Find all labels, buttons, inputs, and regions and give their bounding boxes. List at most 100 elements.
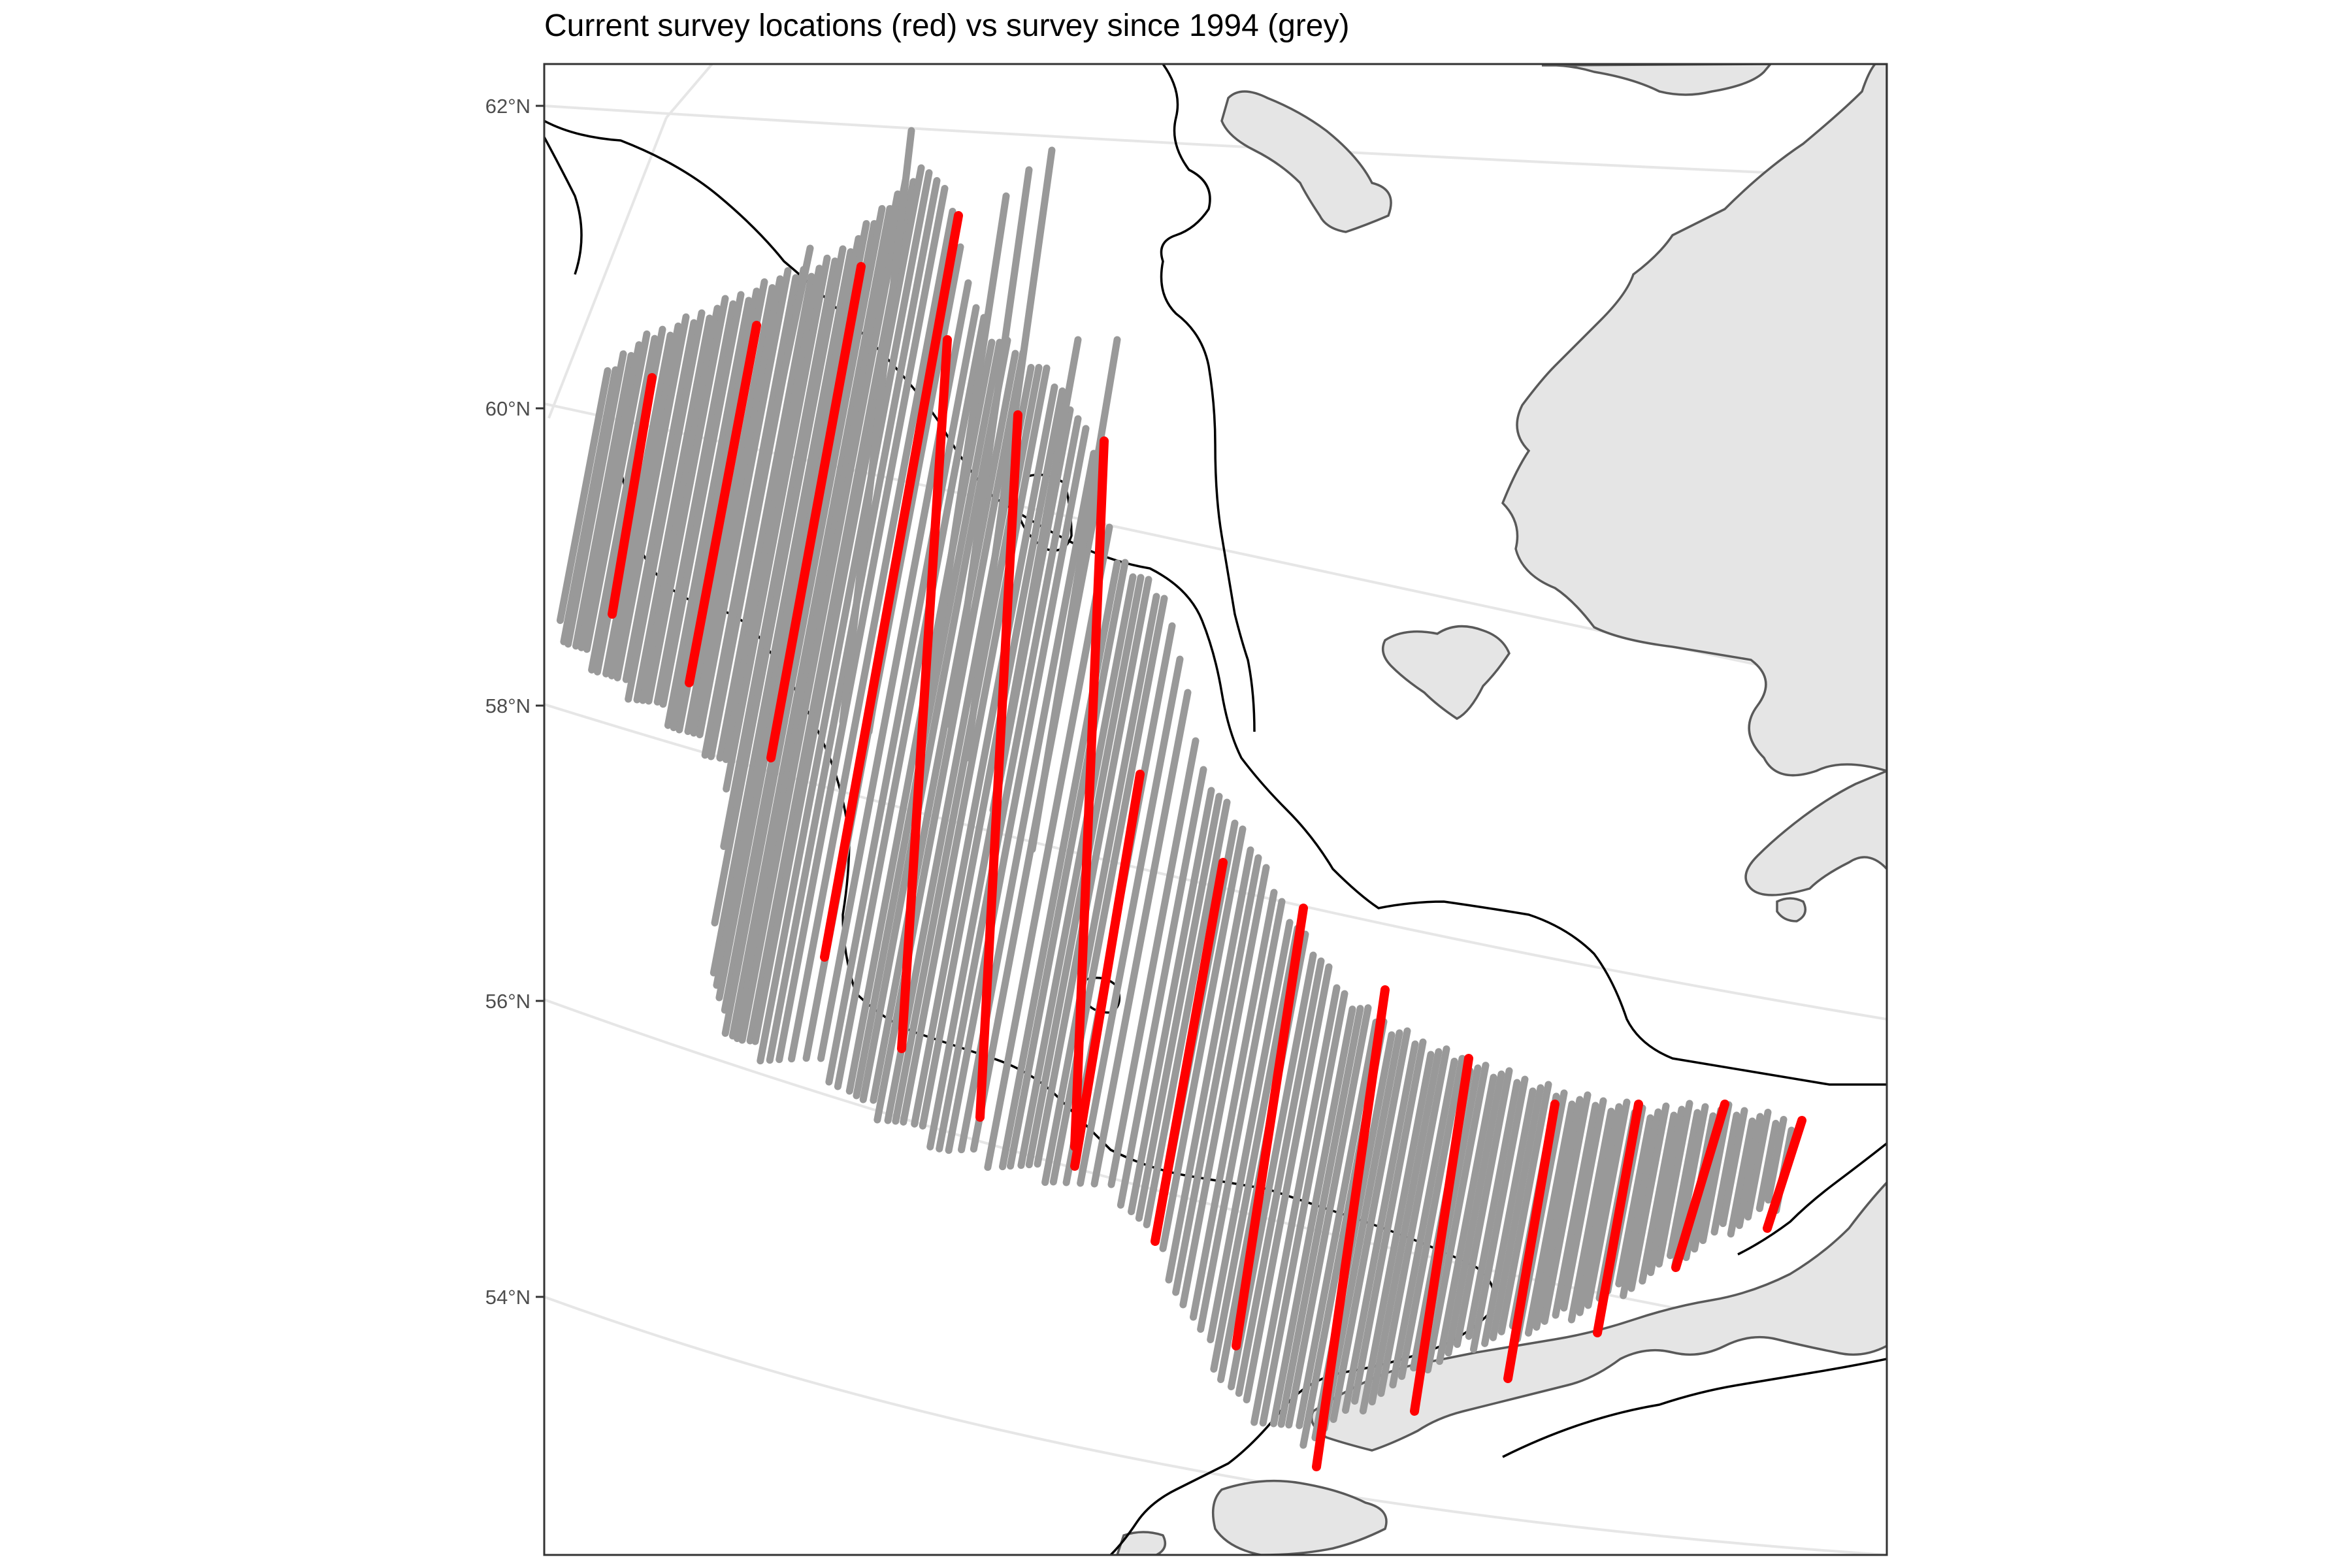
- current-track: [1070, 770, 1145, 1171]
- island-north: [1220, 90, 1392, 233]
- historical-track: [1128, 787, 1215, 1215]
- historical-track: [1320, 1029, 1403, 1432]
- historical-track: [1524, 1100, 1576, 1337]
- historical-track: [776, 185, 949, 1064]
- historical-track: [659, 291, 745, 708]
- current-track: [1151, 858, 1228, 1246]
- historical-track: [716, 272, 815, 762]
- historical-track: [1190, 889, 1278, 1321]
- graticule-meridian-1: [547, 117, 668, 419]
- current-track: [975, 410, 1022, 1122]
- current-track: [608, 373, 657, 619]
- historical-track: [1077, 655, 1184, 1187]
- historical-track: [984, 523, 1113, 1171]
- current-track: [897, 335, 952, 1053]
- label-60n: 60°N: [485, 397, 531, 420]
- historical-track: [1330, 1027, 1411, 1423]
- current-track: [1763, 1116, 1806, 1233]
- historical-track: [1627, 1102, 1670, 1292]
- historical-track: [1389, 1057, 1458, 1389]
- historical-track: [1435, 1073, 1497, 1365]
- historical-track: [720, 257, 839, 850]
- historical-track: [1639, 1111, 1678, 1285]
- historical-track: [1351, 1038, 1427, 1405]
- historical-track: [1017, 573, 1137, 1169]
- historical-track: [564, 350, 627, 648]
- historical-track: [560, 366, 619, 645]
- historical-track: [1481, 1087, 1537, 1347]
- historical-track: [1179, 864, 1270, 1309]
- historical-track: [1647, 1105, 1686, 1277]
- graticule-line-54n: [544, 1296, 1887, 1555]
- historical-track: [613, 313, 690, 681]
- historical-track: [1398, 1054, 1466, 1380]
- historical-track: [859, 336, 1011, 1103]
- historical-track: [989, 336, 1082, 814]
- historical-track: [1117, 766, 1207, 1209]
- historical-track: [588, 335, 659, 674]
- historical-track: [1727, 1117, 1756, 1238]
- historical-track: [721, 244, 814, 657]
- historical-track: [721, 204, 886, 1037]
- historical-track: [1235, 957, 1325, 1397]
- historical-track: [1359, 1051, 1435, 1414]
- current-track: [1232, 904, 1308, 1350]
- historical-track: [1269, 1005, 1356, 1428]
- historical-track: [1159, 825, 1247, 1252]
- historical-track: [1259, 990, 1348, 1427]
- historical-track: [1655, 1100, 1693, 1268]
- historical-track: [1576, 1103, 1623, 1316]
- current-track: [685, 321, 761, 687]
- historical-track: [711, 245, 847, 926]
- historical-track: [1765, 1116, 1788, 1204]
- historical-track: [921, 192, 1010, 736]
- bay-contour: [1737, 1142, 1887, 1256]
- historical-track: [1007, 559, 1129, 1170]
- historical-track: [1243, 963, 1333, 1403]
- island-chain-south: [1211, 1479, 1388, 1555]
- historical-track: [1465, 1079, 1521, 1340]
- island-mid: [1381, 625, 1511, 721]
- historical-track: [919, 387, 1066, 1130]
- historical-track: [602, 331, 674, 678]
- historical-track: [839, 127, 915, 726]
- historical-track: [633, 314, 713, 704]
- historical-track: [1028, 336, 1121, 853]
- historical-track: [911, 384, 1058, 1128]
- historical-track: [583, 330, 651, 653]
- current-track: [820, 211, 963, 962]
- historical-track: [1453, 1067, 1513, 1348]
- historical-track: [788, 208, 956, 1063]
- historical-track: [936, 415, 1082, 1152]
- current-track: [1312, 985, 1390, 1471]
- historical-track: [556, 367, 612, 625]
- land-northeast: [1501, 64, 1887, 777]
- historical-track: [664, 297, 753, 729]
- historical-track: [1250, 984, 1341, 1426]
- historical-track: [1210, 924, 1301, 1373]
- historical-track: [1497, 1081, 1552, 1335]
- graticule-meridian-2: [665, 64, 713, 119]
- bay-coastline: [1744, 770, 1887, 896]
- historical-track: [572, 351, 635, 650]
- current-track: [1070, 436, 1109, 1151]
- historical-track: [690, 275, 784, 737]
- historical-track: [1699, 1101, 1733, 1245]
- land-masses: [1116, 64, 1887, 1555]
- label-54n: 54°N: [485, 1286, 531, 1309]
- current-track: [1410, 1054, 1473, 1416]
- historical-track: [1143, 798, 1231, 1228]
- historical-track: [733, 190, 902, 1042]
- historical-track: [722, 265, 823, 763]
- historical-track: [1041, 593, 1160, 1186]
- island-small-south: [1116, 1531, 1167, 1555]
- label-58n: 58°N: [485, 694, 531, 717]
- coastline-north: [1160, 64, 1256, 732]
- historical-track: [1666, 1109, 1701, 1260]
- map-title: Current survey locations (red) vs survey…: [544, 8, 1350, 43]
- historical-track: [1197, 898, 1286, 1333]
- historical-track: [728, 204, 894, 1039]
- historical-track: [1719, 1107, 1748, 1228]
- historical-track: [1489, 1084, 1544, 1341]
